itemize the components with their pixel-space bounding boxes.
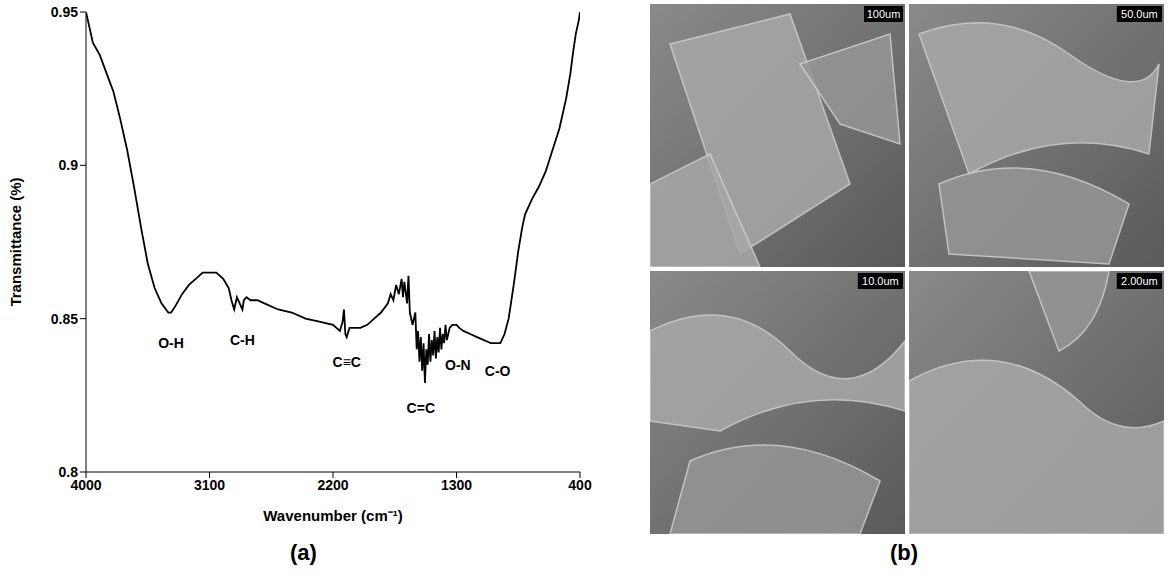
svg-text:100um: 100um [867, 8, 901, 20]
svg-text:4000: 4000 [70, 476, 102, 493]
html-text:(a): (a) [290, 540, 317, 565]
svg-text:C-O: C-O [485, 363, 511, 379]
svg-text:400: 400 [568, 477, 592, 493]
svg-text:10.0um: 10.0um [862, 275, 899, 287]
svg-text:Wavenumber (cm⁻¹): Wavenumber (cm⁻¹) [263, 507, 402, 524]
svg-text:C≡C: C≡C [333, 354, 361, 370]
svg-text:C=C: C=C [407, 400, 435, 416]
svg-text:0.9: 0.9 [59, 157, 79, 173]
svg-text:Transmittance (%): Transmittance (%) [7, 177, 24, 306]
svg-text:2.00um: 2.00um [1121, 275, 1158, 287]
svg-text:50.0um: 50.0um [1121, 8, 1158, 20]
svg-text:0.85: 0.85 [51, 311, 78, 327]
svg-text:0.95: 0.95 [51, 4, 78, 20]
html-text:(b): (b) [890, 540, 919, 565]
svg-text:2200: 2200 [317, 477, 348, 493]
svg-text:1300: 1300 [441, 477, 472, 493]
svg-text:O-N: O-N [445, 357, 471, 373]
svg-text:0.8: 0.8 [59, 464, 79, 480]
svg-text:3100: 3100 [194, 477, 225, 493]
svg-text:C-H: C-H [230, 332, 255, 348]
svg-text:O-H: O-H [158, 335, 184, 351]
